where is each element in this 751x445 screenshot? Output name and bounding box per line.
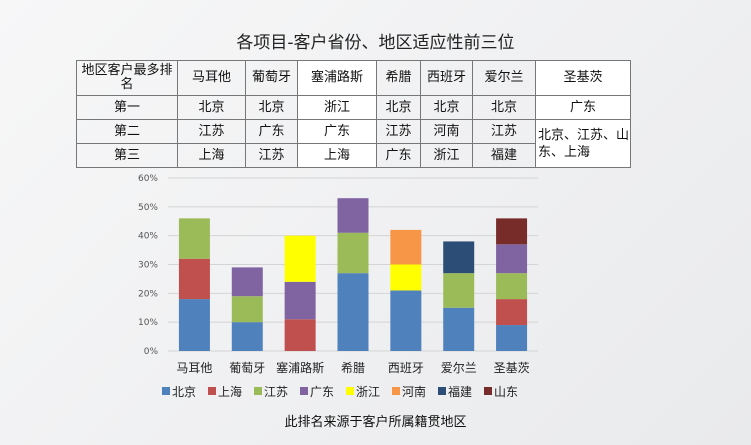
y-tick-label: 10% xyxy=(138,318,158,328)
header-cell: 地区客户最多排名 xyxy=(76,60,178,96)
header-cell: 爱尔兰 xyxy=(472,60,536,96)
bar-segment-广东 xyxy=(496,244,528,274)
cell: 江苏 xyxy=(472,119,536,144)
bar-segment-上海 xyxy=(284,319,316,351)
legend-label: 河南 xyxy=(402,384,426,399)
y-tick-label: 60% xyxy=(138,174,158,184)
bar-segment-江苏 xyxy=(337,232,369,274)
y-tick-label: 30% xyxy=(138,261,158,271)
cell: 广东 xyxy=(245,119,298,144)
bar-segment-江苏 xyxy=(178,218,210,259)
footnote: 此排名来源于客户所属籍贯地区 xyxy=(284,415,467,430)
header-cell: 希腊 xyxy=(376,60,421,96)
header-cell: 葡萄牙 xyxy=(245,60,298,96)
bar-segment-北京 xyxy=(231,322,263,351)
header-cell: 西班牙 xyxy=(420,60,473,96)
cell: 浙江 xyxy=(420,143,473,168)
x-tick-label: 葡萄牙 xyxy=(229,361,265,375)
legend-swatch xyxy=(300,387,308,395)
legend-label: 山东 xyxy=(494,385,518,399)
cell: 广东 xyxy=(376,143,421,168)
legend-label: 广东 xyxy=(310,385,334,399)
bar-segment-江苏 xyxy=(496,273,528,300)
bar-segment-北京 xyxy=(496,325,528,351)
bar-segment-浙江 xyxy=(390,264,422,291)
legend-label: 福建 xyxy=(448,384,472,399)
cell: 浙江 xyxy=(297,95,377,120)
cell: 上海 xyxy=(297,143,377,168)
x-tick-label: 塞浦路斯 xyxy=(276,360,324,375)
legend-swatch xyxy=(392,387,400,395)
bar-segment-江苏 xyxy=(231,296,263,323)
y-tick-label: 40% xyxy=(138,232,158,242)
cell: 北京 xyxy=(420,95,473,120)
bar-segment-河南 xyxy=(390,229,422,265)
cell: 广东 xyxy=(535,95,631,120)
bar-segment-北京 xyxy=(390,290,422,351)
cell: 第三 xyxy=(76,143,178,168)
header-cell: 塞浦路斯 xyxy=(297,60,377,96)
legend-label: 上海 xyxy=(218,384,242,399)
cell: 北京 xyxy=(376,95,421,120)
cell: 江苏 xyxy=(245,143,298,168)
bar-segment-江苏 xyxy=(443,273,475,308)
bar-segment-北京 xyxy=(443,307,475,351)
legend-swatch xyxy=(484,387,492,395)
x-tick-label: 爱尔兰 xyxy=(441,360,477,375)
cell: 福建 xyxy=(472,143,536,168)
cell: 江苏 xyxy=(177,119,246,144)
ranking-table: 地区客户最多排名 马耳他 葡萄牙 塞浦路斯 希腊 西班牙 爱尔兰 圣基茨 第一 … xyxy=(76,60,631,168)
bar-segment-上海 xyxy=(178,258,210,300)
bar-segment-浙江 xyxy=(284,235,316,282)
bar-segment-北京 xyxy=(178,299,210,351)
cell: 北京 xyxy=(472,95,536,120)
x-tick-label: 马耳他 xyxy=(176,361,212,375)
legend-swatch xyxy=(254,387,262,395)
bar-segment-福建 xyxy=(443,241,475,274)
legend-label: 浙江 xyxy=(356,385,380,399)
x-tick-label: 圣基茨 xyxy=(494,361,530,375)
bar-segment-上海 xyxy=(496,299,528,326)
cell: 上海 xyxy=(177,143,246,168)
legend-swatch xyxy=(346,387,354,395)
y-tick-label: 0% xyxy=(144,347,159,357)
bar-segment-广东 xyxy=(231,267,263,297)
x-tick-label: 西班牙 xyxy=(388,361,424,375)
legend-label: 北京 xyxy=(172,385,196,399)
bar-segment-广东 xyxy=(337,198,369,233)
bar-segment-北京 xyxy=(337,273,369,351)
legend-swatch xyxy=(438,387,446,395)
header-cell: 圣基茨 xyxy=(535,60,631,96)
bar-segment-广东 xyxy=(284,281,316,320)
legend-swatch xyxy=(208,387,216,395)
cell: 广东 xyxy=(297,119,377,144)
cell: 江苏 xyxy=(376,119,421,144)
y-tick-label: 50% xyxy=(138,203,158,213)
y-tick-label: 20% xyxy=(138,289,158,299)
cell-merged: 北京、江苏、山东、上海 xyxy=(535,119,631,168)
x-tick-label: 希腊 xyxy=(341,360,365,375)
legend-swatch xyxy=(162,387,170,395)
bar-segment-山东 xyxy=(496,218,528,245)
legend-label: 江苏 xyxy=(264,385,288,399)
slide-title: 各项目-客户省份、地区适应性前三位 xyxy=(236,33,515,53)
